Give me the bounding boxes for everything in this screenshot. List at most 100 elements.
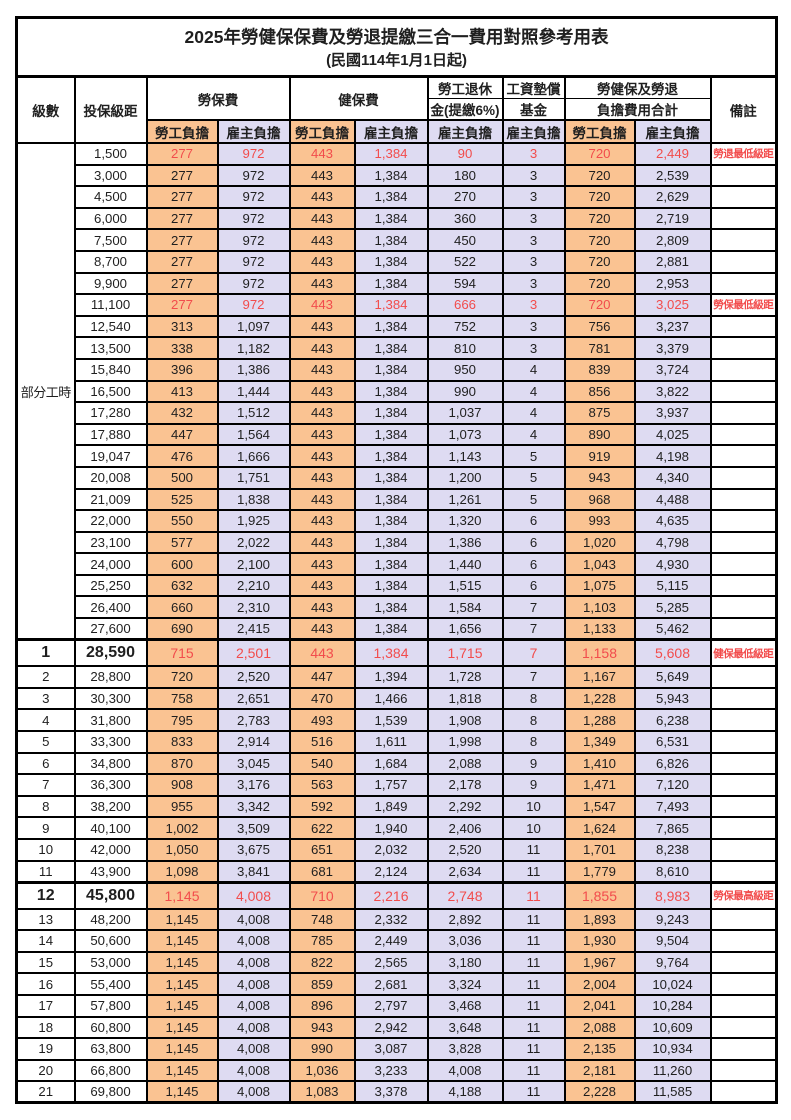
cell-health-employee: 443 xyxy=(288,228,356,252)
cell-total-employee: 756 xyxy=(563,314,636,339)
cell-total-employee: 1,930 xyxy=(563,929,636,953)
cell-total-employee: 2,228 xyxy=(563,1080,636,1104)
cell-note xyxy=(709,379,778,404)
table-row: 9,900 277 972 443 1,384 594 3 720 2,953 xyxy=(17,271,778,296)
table-row: 20 66,800 1,145 4,008 1,036 3,233 4,008 11 2,181… xyxy=(15,1058,778,1083)
cell-note xyxy=(709,422,778,447)
cell-labor-employee: 577 xyxy=(145,530,219,555)
cell-health-employee: 859 xyxy=(288,972,356,996)
table-row: 3 30,300 758 2,651 470 1,466 1,818 8 1,228 5,943 xyxy=(15,686,778,711)
cell-note xyxy=(709,185,778,209)
table-row: 21 69,800 1,145 4,008 1,083 3,378 4,188 11 2,228… xyxy=(15,1080,778,1104)
cell-total-employer: 7,493 xyxy=(633,794,712,819)
cell-health-employee: 681 xyxy=(288,859,356,884)
cell-note xyxy=(709,509,778,533)
cell-note xyxy=(709,816,778,840)
cell-pension-employer: 1,440 xyxy=(426,552,504,576)
col-header-total-line2: 負擔費用合計 xyxy=(563,98,712,121)
cell-pension-employer: 666 xyxy=(426,293,504,317)
cell-level: 18 xyxy=(15,1015,76,1040)
cell-total-employer: 2,449 xyxy=(633,142,712,166)
cell-bracket: 28,590 xyxy=(73,638,148,668)
cell-wage-fund-employer: 11 xyxy=(501,993,566,1018)
table-row: 17 57,800 1,145 4,008 896 2,797 3,468 11 2,041 10… xyxy=(15,993,778,1018)
cell-wage-fund-employer: 3 xyxy=(501,185,566,209)
cell-note xyxy=(709,314,778,339)
cell-health-employer: 2,032 xyxy=(353,837,429,862)
cell-note: 勞保最低級距 xyxy=(709,293,778,317)
cell-labor-employer: 4,008 xyxy=(216,972,291,996)
cell-pension-employer: 2,892 xyxy=(426,907,504,932)
cell-labor-employer: 2,210 xyxy=(216,573,291,598)
table-row: 22,000 550 1,925 443 1,384 1,320 6 993 4,635 xyxy=(17,509,778,533)
cell-labor-employer: 972 xyxy=(216,228,291,252)
cell-level: 5 xyxy=(15,729,76,754)
table-row: 12,540 313 1,097 443 1,384 752 3 756 3,237 xyxy=(17,314,778,339)
cell-note xyxy=(709,206,778,231)
cell-bracket: 55,400 xyxy=(73,972,148,996)
cell-bracket: 36,300 xyxy=(73,773,148,797)
cell-labor-employee: 715 xyxy=(145,638,219,668)
cell-total-employer: 4,198 xyxy=(633,444,712,468)
cell-pension-employer: 810 xyxy=(426,336,504,360)
cell-labor-employee: 795 xyxy=(145,708,219,732)
cell-bracket: 3,000 xyxy=(73,163,148,188)
cell-note xyxy=(709,228,778,252)
cell-wage-fund-employer: 11 xyxy=(501,1015,566,1040)
cell-labor-employee: 277 xyxy=(145,271,219,296)
table-row: 17,280 432 1,512 443 1,384 1,037 4 875 3,937 xyxy=(17,401,778,425)
cell-health-employee: 443 xyxy=(288,206,356,231)
cell-labor-employer: 2,520 xyxy=(216,665,291,689)
cell-pension-employer: 1,715 xyxy=(426,638,504,668)
cell-labor-employer: 3,045 xyxy=(216,751,291,776)
cell-bracket: 21,009 xyxy=(73,487,148,512)
cell-total-employer: 6,531 xyxy=(633,729,712,754)
cell-note xyxy=(709,487,778,512)
cell-bracket: 4,500 xyxy=(73,185,148,209)
cell-bracket: 66,800 xyxy=(73,1058,148,1083)
cell-labor-employee: 1,145 xyxy=(145,972,219,996)
cell-total-employer: 11,585 xyxy=(633,1080,712,1104)
cell-total-employee: 1,624 xyxy=(563,816,636,840)
cell-total-employee: 1,410 xyxy=(563,751,636,776)
cell-pension-employer: 752 xyxy=(426,314,504,339)
cell-note xyxy=(709,929,778,953)
cell-health-employer: 2,565 xyxy=(353,950,429,975)
cell-health-employer: 1,394 xyxy=(353,665,429,689)
cell-wage-fund-employer: 3 xyxy=(501,163,566,188)
table-row: 23,100 577 2,022 443 1,384 1,386 6 1,020 4,798 xyxy=(17,530,778,555)
cell-wage-fund-employer: 11 xyxy=(501,907,566,932)
table-row: 13,500 338 1,182 443 1,384 810 3 781 3,379 xyxy=(17,336,778,360)
cell-note: 健保最低級距 xyxy=(709,638,778,668)
subheader-health-employer: 雇主負擔 xyxy=(353,119,429,144)
cell-health-employee: 748 xyxy=(288,907,356,932)
table-row: 6,000 277 972 443 1,384 360 3 720 2,719 xyxy=(17,206,778,231)
cell-health-employee: 622 xyxy=(288,816,356,840)
cell-health-employer: 1,384 xyxy=(353,336,429,360)
cell-total-employer: 9,764 xyxy=(633,950,712,975)
cell-total-employer: 3,237 xyxy=(633,314,712,339)
cell-wage-fund-employer: 11 xyxy=(501,950,566,975)
cell-bracket: 33,300 xyxy=(73,729,148,754)
table-row: 16,500 413 1,444 443 1,384 990 4 856 3,822 xyxy=(17,379,778,404)
cell-health-employer: 1,384 xyxy=(353,530,429,555)
cell-bracket: 30,300 xyxy=(73,686,148,711)
cell-note xyxy=(709,617,778,641)
cell-bracket: 25,250 xyxy=(73,573,148,598)
cell-wage-fund-employer: 3 xyxy=(501,249,566,274)
cell-wage-fund-employer: 8 xyxy=(501,729,566,754)
cell-health-employee: 540 xyxy=(288,751,356,776)
cell-health-employer: 1,384 xyxy=(353,573,429,598)
cell-health-employee: 443 xyxy=(288,336,356,360)
cell-labor-employee: 338 xyxy=(145,336,219,360)
cell-wage-fund-employer: 6 xyxy=(501,530,566,555)
cell-total-employer: 10,024 xyxy=(633,972,712,996)
cell-wage-fund-employer: 11 xyxy=(501,929,566,953)
cell-pension-employer: 2,178 xyxy=(426,773,504,797)
cell-bracket: 6,000 xyxy=(73,206,148,231)
cell-pension-employer: 450 xyxy=(426,228,504,252)
cell-level: 4 xyxy=(15,708,76,732)
table-title-cell: 2025年勞健保保費及勞退提繳三合一費用對照參考用表 (民國114年1月1日起) xyxy=(15,16,778,78)
cell-health-employee: 1,083 xyxy=(288,1080,356,1104)
cell-pension-employer: 3,324 xyxy=(426,972,504,996)
